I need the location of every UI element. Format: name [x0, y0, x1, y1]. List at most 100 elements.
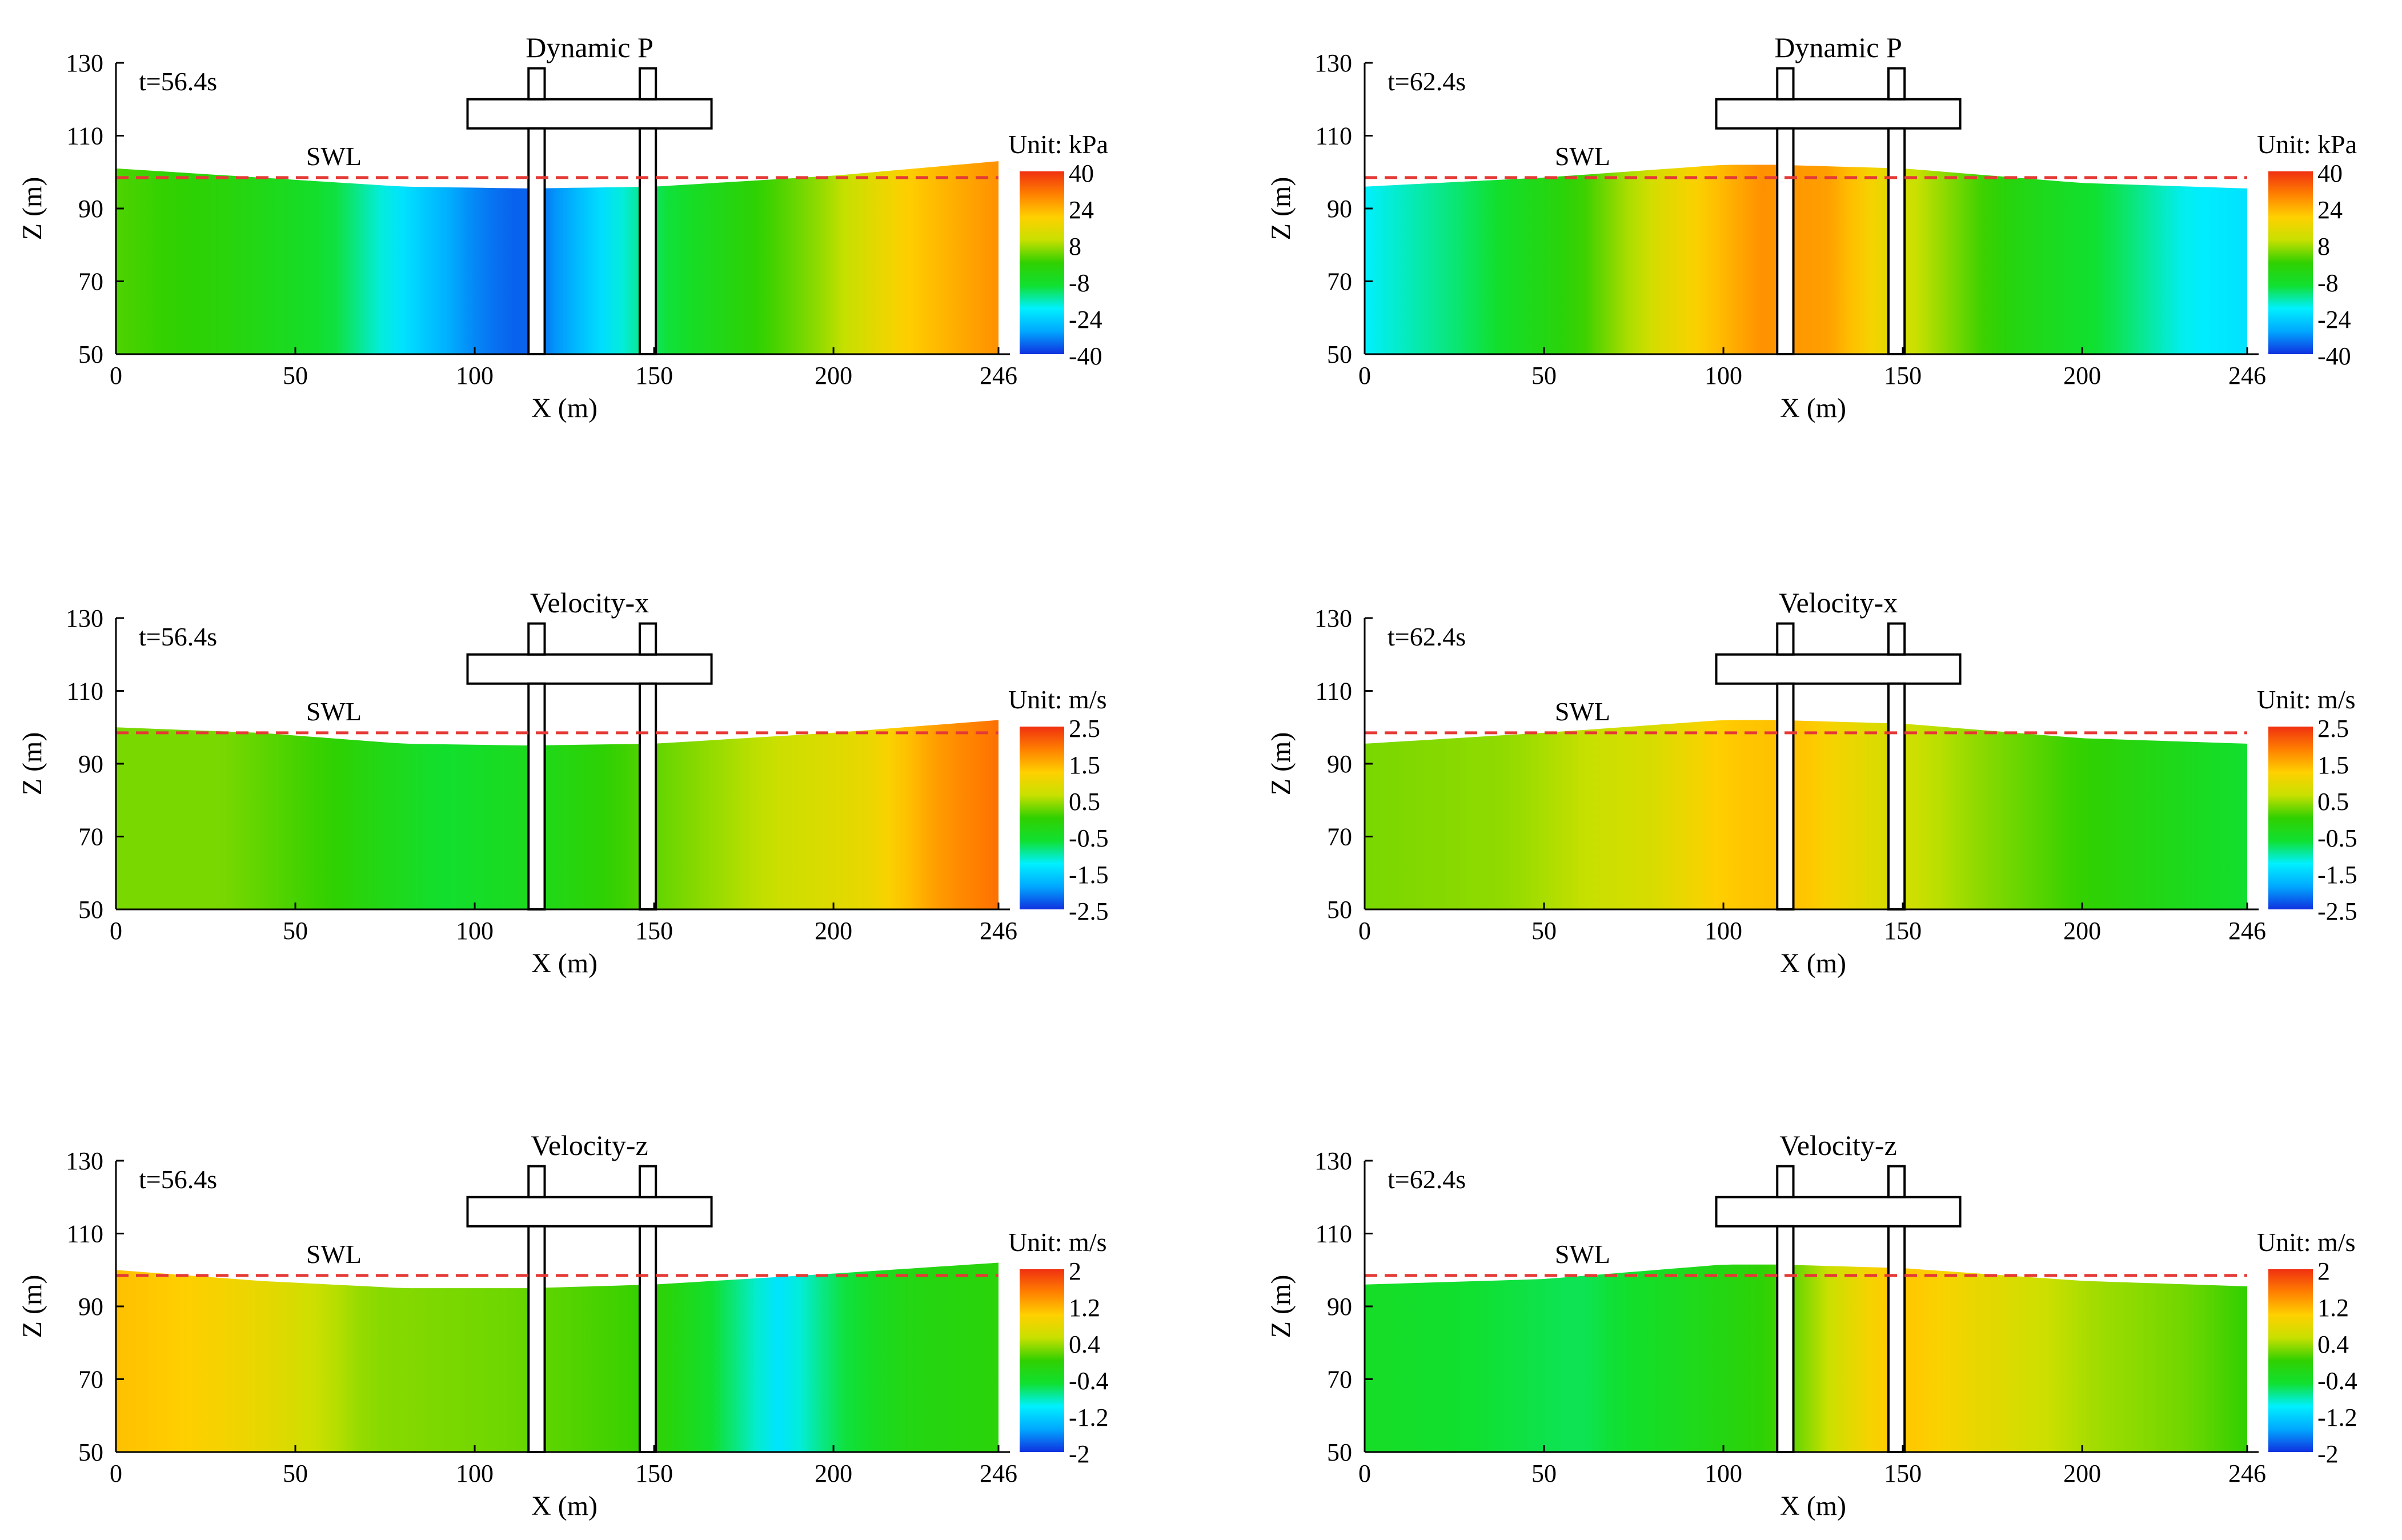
y-tick-label: 70 — [1327, 823, 1352, 851]
unit-label: Unit: kPa — [2257, 130, 2357, 159]
colorbar-tick-label: 40 — [2317, 159, 2343, 187]
colorbar-tick-label: -2 — [2317, 1440, 2339, 1468]
colorbar-tick-label: 1.2 — [1069, 1294, 1100, 1322]
unit-label: Unit: m/s — [1008, 1228, 1107, 1257]
heatmap-field — [1365, 165, 2247, 354]
pile-top — [1887, 622, 1906, 656]
colorbar-tick-label: -0.4 — [1069, 1367, 1109, 1395]
swl-label: SWL — [306, 697, 362, 726]
colorbar-tick-label: -2.5 — [1069, 897, 1109, 925]
pile-top — [1776, 622, 1795, 656]
colorbar — [1020, 171, 1064, 354]
pile — [1776, 682, 1795, 911]
pile-top — [638, 622, 657, 656]
x-tick-label: 100 — [456, 1459, 494, 1487]
colorbar-tick-label: 1.2 — [2317, 1294, 2349, 1322]
x-tick-label: 200 — [2063, 362, 2101, 390]
x-tick-label: 150 — [1884, 1459, 1922, 1487]
colorbar-tick-label: 2 — [1069, 1257, 1081, 1285]
colorbar-tick-label: 0.4 — [1069, 1330, 1100, 1358]
pile — [1887, 682, 1906, 911]
deck — [466, 1196, 713, 1228]
colorbar — [2268, 171, 2313, 354]
pile — [638, 1225, 657, 1453]
x-tick-label: 100 — [1705, 917, 1742, 945]
colorbar — [2268, 1269, 2313, 1452]
pile — [1887, 1225, 1906, 1453]
colorbar-tick-label: 1.5 — [2317, 751, 2349, 779]
pile — [527, 1225, 546, 1453]
time-label: t=56.4s — [139, 67, 217, 96]
colorbar-tick-label: -1.2 — [2317, 1403, 2357, 1431]
colorbar-ticks: 40 24 8 -8 -24 -40 — [2317, 159, 2351, 370]
x-tick-label: 50 — [283, 917, 308, 945]
colorbar-tick-label: 0.5 — [1069, 788, 1100, 816]
colorbar-ticks: 2.5 1.5 0.5 -0.5 -1.5 -2.5 — [1069, 715, 1109, 925]
time-label: t=56.4s — [139, 1165, 217, 1194]
x-tick-label: 0 — [1358, 917, 1371, 945]
time-label: t=62.4s — [1388, 622, 1466, 651]
x-axis-label: X (m) — [1780, 948, 1846, 978]
structure — [1715, 1165, 1962, 1453]
y-tick-label: 50 — [78, 896, 103, 924]
time-label: t=62.4s — [1388, 1165, 1466, 1194]
colorbar-tick-label: -24 — [2317, 306, 2351, 334]
x-axis-label: X (m) — [531, 1491, 598, 1521]
x-tick-label: 50 — [1531, 917, 1557, 945]
colorbar-tick-label: 2 — [2317, 1257, 2330, 1285]
deck — [1715, 98, 1962, 130]
swl-label: SWL — [1555, 697, 1610, 726]
pile-top — [638, 1165, 657, 1198]
x-tick-label: 50 — [283, 362, 308, 390]
x-tick-label: 0 — [1358, 1459, 1371, 1487]
panel-title: Dynamic P — [526, 31, 653, 63]
structure — [1715, 622, 1962, 911]
pile-top — [527, 67, 546, 101]
colorbar-tick-label: -2.5 — [2317, 897, 2357, 925]
colorbar-tick-label: -0.4 — [2317, 1367, 2357, 1395]
y-tick-label: 50 — [1327, 340, 1352, 368]
x-tick-label: 150 — [635, 362, 673, 390]
colorbar-tick-label: -0.5 — [1069, 824, 1109, 852]
y-tick-label: 50 — [1327, 896, 1352, 924]
pile — [1776, 127, 1795, 355]
deck — [466, 653, 713, 685]
pile — [638, 682, 657, 911]
colorbar-tick-label: -1.2 — [1069, 1403, 1109, 1431]
y-tick-label: 70 — [1327, 1366, 1352, 1394]
pile-top — [527, 1165, 546, 1198]
x-tick-label: 200 — [815, 1459, 852, 1487]
colorbar-tick-label: 8 — [2317, 232, 2330, 260]
x-tick-label: 150 — [635, 1459, 673, 1487]
colorbar-tick-label: 1.5 — [1069, 751, 1100, 779]
y-tick-label: 70 — [78, 1366, 103, 1394]
y-tick-label: 90 — [78, 750, 103, 778]
colorbar-tick-label: -8 — [1069, 269, 1090, 297]
y-tick-label: 50 — [78, 1438, 103, 1466]
unit-label: Unit: m/s — [2257, 685, 2356, 714]
colorbar-tick-label: -0.5 — [2317, 824, 2357, 852]
structure — [466, 622, 713, 911]
x-tick-label: 100 — [456, 362, 494, 390]
x-tick-label: 100 — [1705, 362, 1742, 390]
colorbar — [1020, 727, 1064, 909]
y-tick-label: 130 — [66, 49, 103, 77]
deck — [466, 98, 713, 130]
x-tick-label: 246 — [2228, 362, 2266, 390]
x-tick-label: 200 — [2063, 917, 2101, 945]
y-axis-label: Z (m) — [1266, 1275, 1296, 1338]
y-tick-label: 90 — [78, 1293, 103, 1321]
pile-top — [1887, 1165, 1906, 1198]
pile-top — [638, 67, 657, 101]
deck — [1715, 653, 1962, 685]
x-axis-label: X (m) — [531, 948, 598, 978]
y-tick-label: 110 — [67, 1220, 103, 1248]
x-tick-label: 50 — [283, 1459, 308, 1487]
panel-title: Dynamic P — [1774, 31, 1902, 63]
y-tick-label: 110 — [1316, 677, 1352, 705]
